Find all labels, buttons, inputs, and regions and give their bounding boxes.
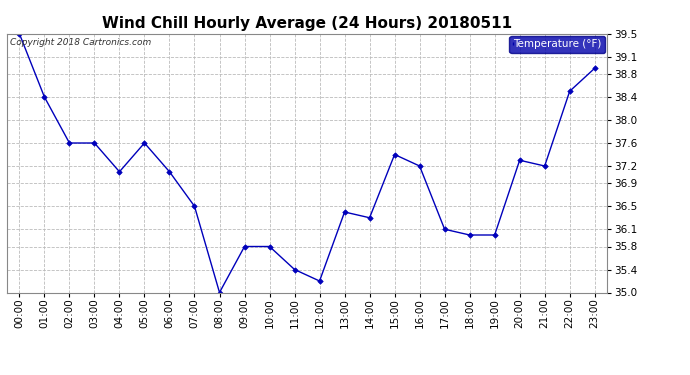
Text: Copyright 2018 Cartronics.com: Copyright 2018 Cartronics.com: [10, 38, 151, 46]
Legend: Temperature (°F): Temperature (°F): [509, 36, 605, 53]
Title: Wind Chill Hourly Average (24 Hours) 20180511: Wind Chill Hourly Average (24 Hours) 201…: [102, 16, 512, 31]
